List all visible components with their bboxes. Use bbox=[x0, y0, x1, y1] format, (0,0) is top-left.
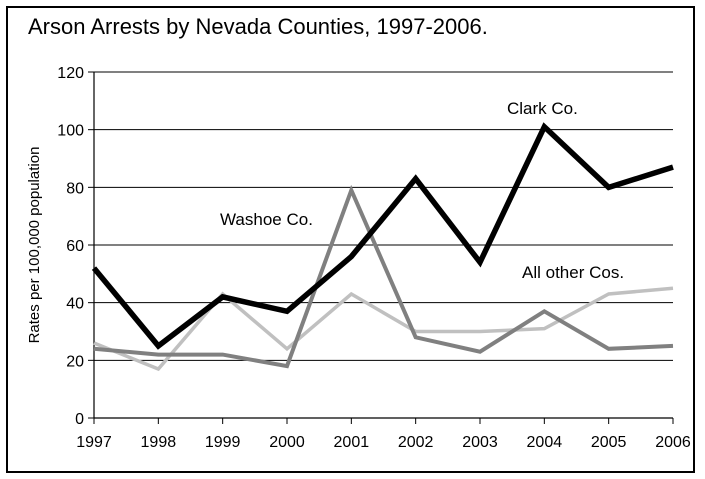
x-tick-label: 2004 bbox=[527, 434, 563, 451]
y-tick-label: 100 bbox=[57, 123, 84, 140]
series-annotation: All other Cos. bbox=[522, 263, 624, 282]
y-tick-label: 80 bbox=[66, 180, 84, 197]
x-tick-label: 2003 bbox=[462, 434, 498, 451]
x-tick-label: 1997 bbox=[76, 434, 112, 451]
series-labels: Clark Co. Washoe Co. All other Cos. bbox=[220, 99, 624, 282]
x-tick-label: 2000 bbox=[269, 434, 305, 451]
x-tick-label: 1999 bbox=[205, 434, 241, 451]
x-axis-ticks: 1997 1998 1999 2000 2001 2002 2003 2004 2005 2006 bbox=[76, 418, 691, 451]
y-axis-label: Rates per 100,000 population bbox=[26, 147, 43, 344]
series-line-washoe-co bbox=[93, 184, 674, 369]
y-tick-label: 40 bbox=[66, 296, 84, 313]
series-line-all-other-cos bbox=[93, 286, 674, 372]
series-annotation: Clark Co. bbox=[507, 99, 578, 118]
x-tick-label: 2005 bbox=[591, 434, 627, 451]
y-tick-label: 60 bbox=[66, 238, 84, 255]
x-tick-label: 1998 bbox=[141, 434, 177, 451]
series-line-clark-co bbox=[91, 122, 674, 350]
chart-frame bbox=[6, 6, 695, 473]
y-axis-ticks: 0 20 40 60 80 100 120 bbox=[57, 65, 94, 428]
series-annotation: Washoe Co. bbox=[220, 210, 313, 229]
series-lines bbox=[91, 122, 674, 372]
x-tick-label: 2002 bbox=[398, 434, 434, 451]
y-tick-label: 0 bbox=[75, 411, 84, 428]
chart-title: Arson Arrests by Nevada Counties, 1997-2… bbox=[28, 14, 488, 39]
y-tick-label: 20 bbox=[66, 353, 84, 370]
y-tick-label: 120 bbox=[57, 65, 84, 82]
gridlines bbox=[94, 71, 673, 361]
x-tick-label: 2001 bbox=[334, 434, 370, 451]
x-tick-label: 2006 bbox=[655, 434, 691, 451]
